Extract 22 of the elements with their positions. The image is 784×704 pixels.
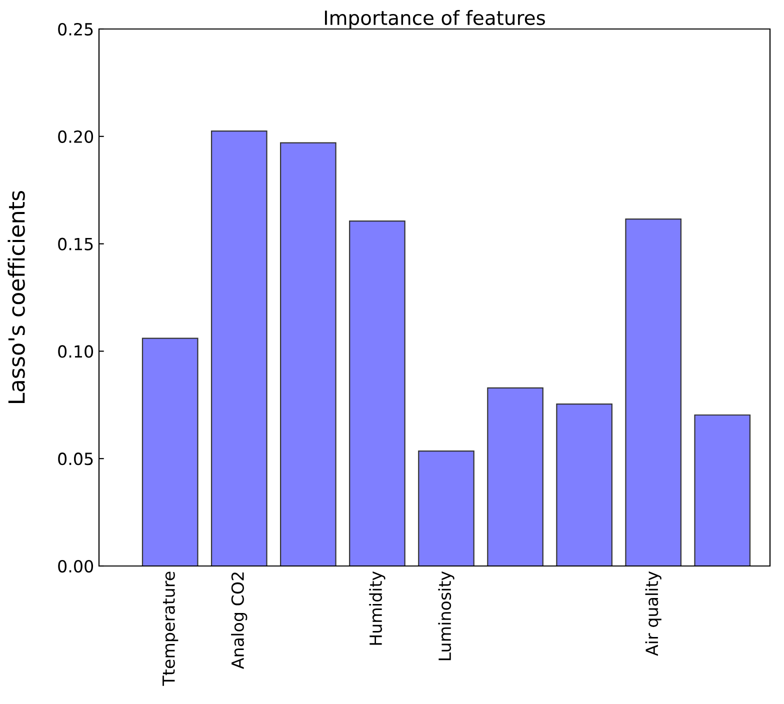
bar	[210, 130, 268, 566]
chart-title: Importance of features	[324, 10, 545, 29]
bar	[694, 414, 751, 566]
y-tick-label: 0.15	[58, 238, 93, 250]
y-tick-label: 0.25	[58, 22, 93, 36]
bar	[349, 220, 406, 566]
y-tick-label: 0.05	[58, 452, 93, 466]
x-tick-label: Air quality	[645, 571, 662, 656]
y-axis-title: Lasso's coefficients	[8, 190, 25, 403]
bar	[487, 387, 544, 566]
bar	[625, 218, 682, 566]
bar	[142, 338, 198, 566]
x-tick-label: Ttemperature	[162, 572, 178, 686]
y-tick-label: 0.20	[58, 130, 94, 143]
bar	[280, 142, 336, 566]
bar	[556, 403, 612, 566]
y-tick-label: 0.10	[58, 345, 94, 358]
y-tick-label: 0.00	[58, 560, 94, 573]
bar	[418, 450, 474, 566]
x-tick-label: Luminosity	[438, 571, 454, 660]
x-tick-label: Analog CO2	[231, 572, 248, 669]
x-tick-label: Humidity	[369, 571, 386, 645]
